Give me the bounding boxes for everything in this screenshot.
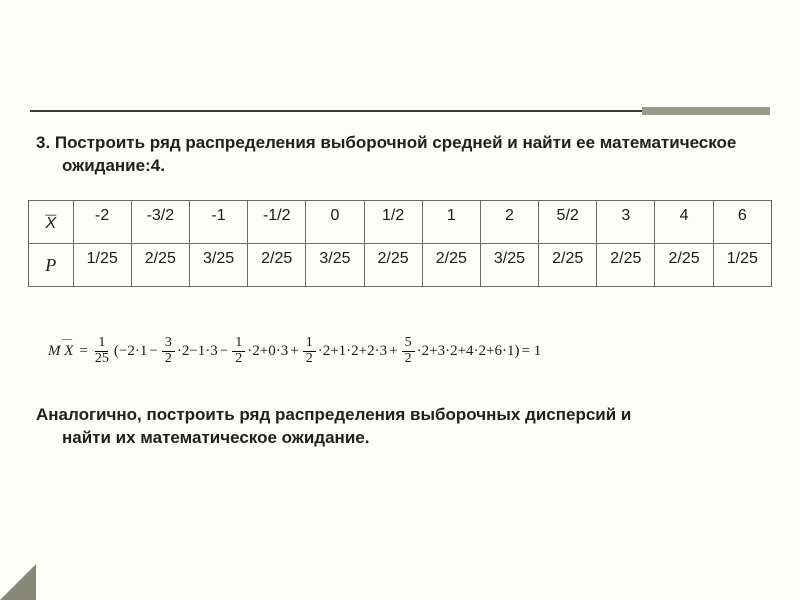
term: +3·2 (429, 343, 457, 360)
x-cell: -1 (189, 201, 247, 244)
term: +4·2 (458, 343, 486, 360)
p-cell: 2/25 (131, 244, 189, 287)
x-cell: -2 (73, 201, 131, 244)
x-cell: 3 (597, 201, 655, 244)
formula-lhs: M X— (48, 343, 73, 360)
term: +6·1 (486, 343, 514, 360)
minus: − (220, 343, 228, 360)
table-row-x: —X -2 -3/2 -1 -1/2 0 1/2 1 2 5/2 3 4 6 (29, 201, 772, 244)
term: −1·3 (189, 343, 217, 360)
frac-num: 5 (402, 336, 415, 352)
plus: + (389, 343, 397, 360)
x-cell: 0 (306, 201, 364, 244)
term-tail: ·2 (177, 343, 190, 360)
frac-num: 1 (303, 336, 316, 352)
term-tail: ·2 (247, 343, 260, 360)
fraction: 1 2 (303, 336, 316, 366)
frac-den: 2 (232, 352, 245, 367)
fraction-coef: 1 25 (92, 336, 112, 366)
p-cell: 2/25 (364, 244, 422, 287)
p-cell: 2/25 (248, 244, 306, 287)
frac-den: 2 (402, 352, 415, 367)
equals-sign: = (79, 343, 87, 360)
x-cell: 5/2 (539, 201, 597, 244)
fraction: 5 2 (402, 336, 415, 366)
paragraph-followup: Аналогично, построить ряд распределения … (36, 404, 750, 450)
row-header-xbar: —X (29, 201, 74, 244)
term: +0·3 (260, 343, 288, 360)
x-cell: 4 (655, 201, 713, 244)
p-cell: 2/25 (422, 244, 480, 287)
hr-accent (642, 107, 770, 115)
x-cell: 2 (480, 201, 538, 244)
frac-num: 3 (162, 336, 175, 352)
frac-den: 2 (303, 352, 316, 367)
frac-num: 1 (232, 336, 245, 352)
corner-decoration (0, 564, 36, 600)
followup-line1: Аналогично, построить ряд распределения … (36, 404, 750, 427)
paragraph-task: 3. Построить ряд распределения выборочно… (36, 132, 750, 178)
x-cell: -3/2 (131, 201, 189, 244)
term-tail: ·2 (318, 343, 331, 360)
horizontal-rule (30, 110, 770, 120)
followup-line2: найти их математическое ожидание. (36, 427, 750, 450)
row-header-p: P (29, 244, 74, 287)
p-cell: 1/25 (73, 244, 131, 287)
minus: − (149, 343, 157, 360)
task-text: 3. Построить ряд распределения выборочно… (36, 132, 750, 178)
coef-den: 25 (92, 352, 112, 367)
x-cell: 1/2 (364, 201, 422, 244)
expected-value-formula: M X— = 1 25 ( −2·1 − 3 2 ·2 −1·3 − 1 2 ·… (48, 328, 760, 374)
p-cell: 3/25 (480, 244, 538, 287)
fraction: 3 2 (162, 336, 175, 366)
p-cell: 1/25 (713, 244, 771, 287)
term: +2·3 (359, 343, 387, 360)
p-cell: 3/25 (306, 244, 364, 287)
p-cell: 2/25 (539, 244, 597, 287)
x-cell: 1 (422, 201, 480, 244)
p-cell: 3/25 (189, 244, 247, 287)
x-cell: 6 (713, 201, 771, 244)
plus: + (290, 343, 298, 360)
p-cell: 2/25 (655, 244, 713, 287)
close-paren: ) (515, 343, 520, 360)
p-cell: 2/25 (597, 244, 655, 287)
coef-num: 1 (95, 336, 108, 352)
table-row-p: P 1/25 2/25 3/25 2/25 3/25 2/25 2/25 3/2… (29, 244, 772, 287)
term: −2·1 (119, 343, 147, 360)
term: +1·2 (330, 343, 358, 360)
frac-den: 2 (162, 352, 175, 367)
distribution-table: —X -2 -3/2 -1 -1/2 0 1/2 1 2 5/2 3 4 6 P… (28, 200, 772, 287)
fraction: 1 2 (232, 336, 245, 366)
term-tail: ·2 (417, 343, 430, 360)
result: = 1 (522, 343, 542, 360)
x-cell: -1/2 (248, 201, 306, 244)
